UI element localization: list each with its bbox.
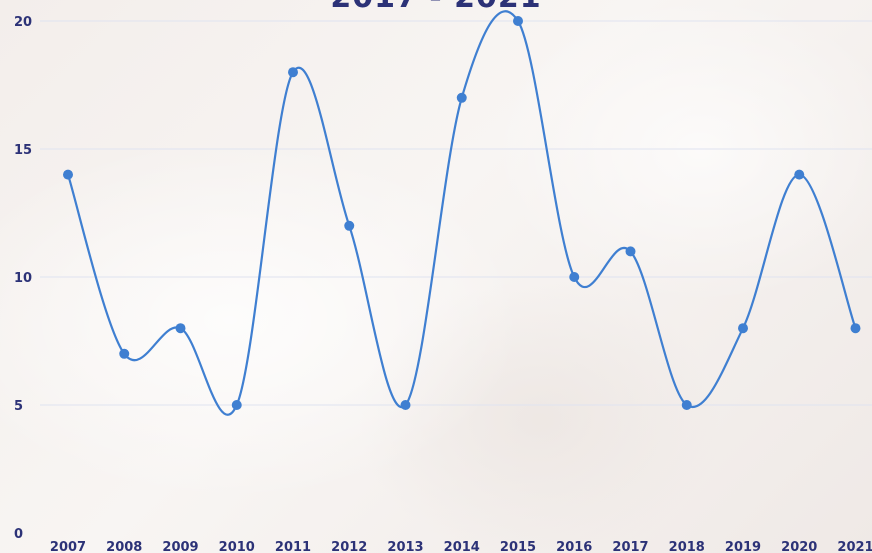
- data-point: [231, 400, 242, 410]
- data-point: [569, 272, 580, 282]
- data-point: [625, 246, 636, 257]
- data-point: [794, 169, 805, 180]
- data-point: [119, 348, 130, 359]
- x-tick-label: 2009: [162, 540, 198, 553]
- x-tick-label: 2012: [331, 540, 367, 553]
- x-tick-label: 2014: [444, 540, 480, 553]
- x-tick-label: 2017: [612, 540, 648, 553]
- x-tick-label: 2016: [556, 540, 592, 553]
- data-point: [513, 16, 523, 26]
- chart-title: 2017 - 2021: [0, 0, 872, 15]
- x-tick-label: 2021: [837, 540, 872, 553]
- x-tick-label: 2007: [50, 540, 86, 553]
- y-tick-label: 15: [14, 143, 32, 158]
- x-tick-label: 2011: [275, 540, 311, 553]
- data-point: [288, 67, 298, 78]
- x-tick-label: 2019: [725, 540, 761, 553]
- y-tick-label: 5: [14, 399, 23, 414]
- series-line: [66, 10, 857, 416]
- x-tick-label: 2020: [781, 540, 817, 553]
- y-tick-label: 10: [14, 271, 32, 286]
- x-tick-label: 2008: [106, 540, 142, 553]
- data-point: [175, 323, 186, 334]
- data-point: [456, 92, 467, 103]
- x-tick-label: 2018: [669, 540, 705, 553]
- y-tick-label: 20: [14, 15, 32, 30]
- data-point: [681, 400, 692, 410]
- data-point: [738, 323, 748, 334]
- data-point: [344, 220, 355, 231]
- data-point: [63, 169, 73, 180]
- x-tick-label: 2013: [387, 540, 423, 553]
- data-point: [850, 323, 861, 334]
- x-tick-label: 2010: [219, 540, 255, 553]
- x-tick-label: 2015: [500, 540, 536, 553]
- y-tick-label: 0: [14, 527, 23, 542]
- data-point: [400, 400, 411, 410]
